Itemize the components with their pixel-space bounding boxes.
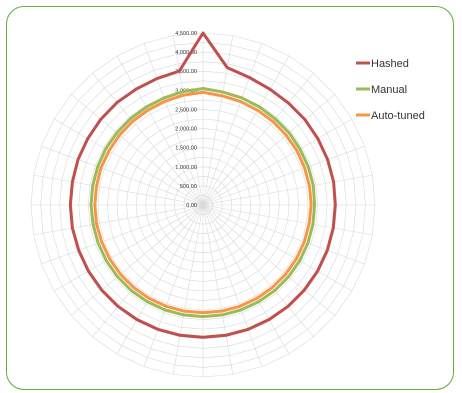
grid-spoke <box>41 145 204 206</box>
grid-spoke <box>202 204 314 337</box>
radial-tick-label: 500.00 <box>180 184 197 190</box>
series-line-auto-tuned <box>93 90 313 315</box>
grid-spoke <box>202 94 335 206</box>
legend-label-hashed: Hashed <box>371 58 409 70</box>
grid-spoke <box>71 94 204 206</box>
grid-spoke <box>202 204 335 316</box>
grid-spoke <box>53 118 204 206</box>
radial-tick-label: 1,500.00 <box>175 146 197 152</box>
radial-tick-label: 0.00 <box>186 203 197 209</box>
radial-tick-label: 2,500.00 <box>175 107 197 113</box>
grid-spoke <box>202 204 373 236</box>
grid-spoke <box>202 204 353 292</box>
grid-spoke <box>33 204 204 236</box>
grid-spoke <box>202 35 234 206</box>
radial-tick-label: 4,500.00 <box>175 31 197 37</box>
grid-spoke <box>172 35 204 206</box>
grid-spoke <box>202 118 353 206</box>
radial-tick-label: 3,500.00 <box>175 69 197 75</box>
series-line-hashed <box>68 31 337 339</box>
radial-grid <box>30 32 376 378</box>
grid-spoke <box>202 145 365 206</box>
grid-spoke <box>172 204 204 375</box>
grid-spoke <box>116 204 204 355</box>
grid-spoke <box>71 204 204 316</box>
radial-tick-label: 1,000.00 <box>175 165 197 171</box>
legend-label-manual: Manual <box>371 84 407 96</box>
grid-spoke <box>92 204 204 337</box>
grid-spoke <box>41 204 204 265</box>
grid-spoke <box>143 43 204 206</box>
grid-spoke <box>92 73 204 206</box>
grid-spoke <box>53 204 204 292</box>
radial-tick-label: 2,000.00 <box>175 127 197 133</box>
grid-spoke <box>202 43 263 206</box>
legend-label-auto-tuned: Auto-tuned <box>371 110 425 122</box>
grid-spoke <box>202 73 314 206</box>
legend: Hashed Manual Auto-tuned <box>356 58 425 122</box>
grid-spoke <box>33 174 204 206</box>
series-line-manual <box>89 86 317 319</box>
series-lines <box>68 31 337 339</box>
grid-spoke <box>116 55 204 206</box>
grid-spoke <box>202 204 365 265</box>
grid-spoke <box>202 204 263 367</box>
radial-tick-label: 4,000.00 <box>175 50 197 56</box>
grid-spoke <box>202 204 290 355</box>
grid-spoke <box>202 204 234 375</box>
grid-spoke <box>143 204 204 367</box>
grid-spoke <box>202 174 373 206</box>
grid-spoke <box>202 55 290 206</box>
